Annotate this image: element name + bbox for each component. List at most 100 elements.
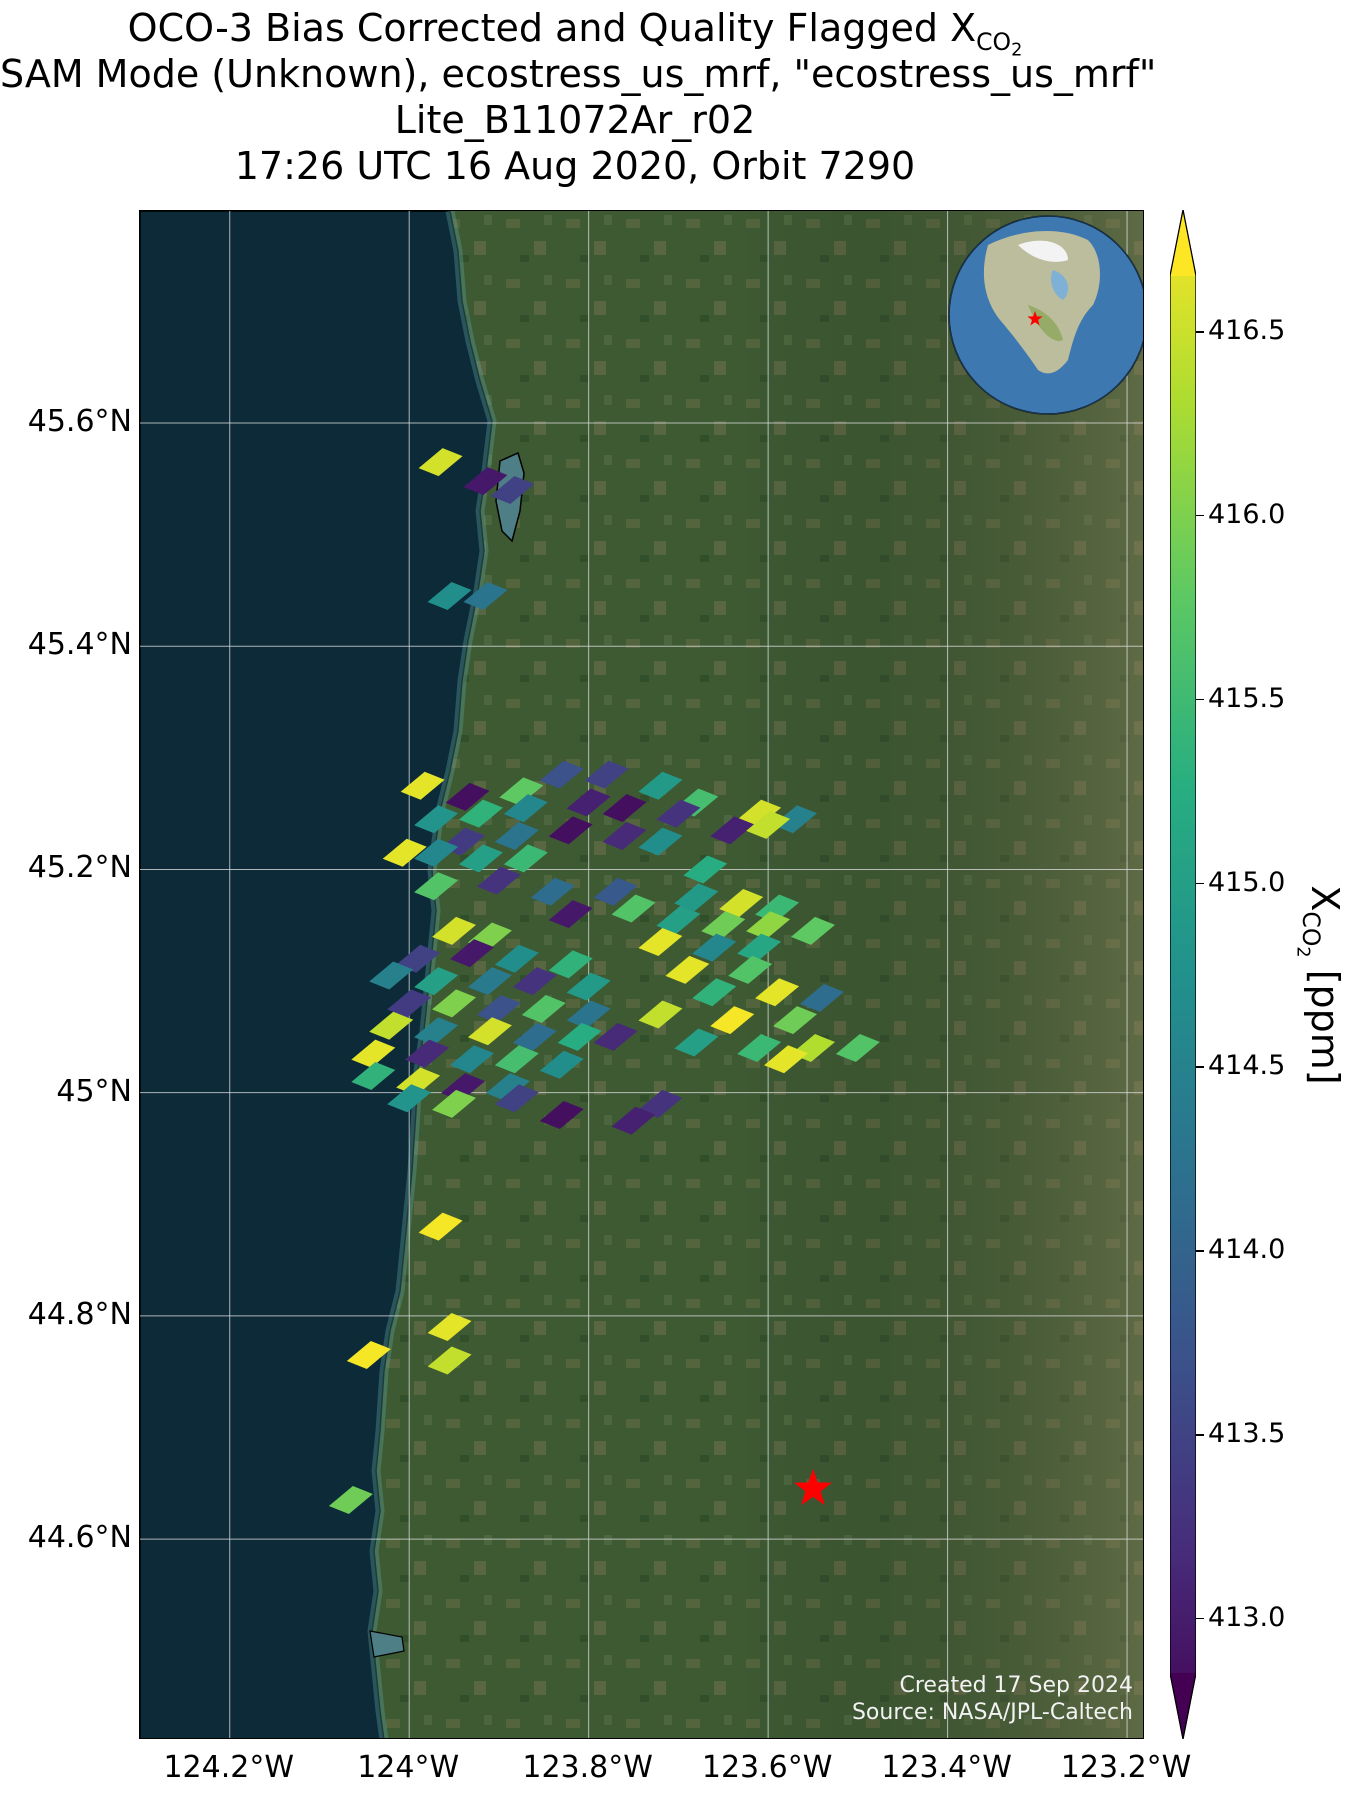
sounding-cell bbox=[790, 916, 835, 945]
sounding-cell bbox=[638, 771, 683, 800]
sounding-cell bbox=[450, 1045, 495, 1074]
colorbar-tick-mark bbox=[1196, 331, 1204, 333]
sounding-cell bbox=[602, 794, 647, 823]
colorbar-tick-label: 413.0 bbox=[1208, 1601, 1286, 1633]
sounding-cell bbox=[548, 950, 593, 979]
lon-tick-label: 123.2°W bbox=[1060, 1750, 1192, 1785]
lat-tick-label: 45°N bbox=[56, 1073, 132, 1109]
colorbar-tick-mark bbox=[1196, 1066, 1204, 1068]
sounding-cell bbox=[432, 989, 477, 1018]
sounding-cell bbox=[737, 799, 782, 828]
coastal-shelf bbox=[367, 211, 497, 1738]
sounding-cell bbox=[548, 816, 593, 845]
sounding-cell bbox=[382, 838, 427, 867]
sounding-cell bbox=[512, 967, 557, 996]
lon-tick-label: 123.8°W bbox=[522, 1750, 653, 1785]
colorbar-tick-mark bbox=[1196, 514, 1204, 517]
sounding-cell bbox=[674, 1028, 719, 1057]
globe-marker-shape bbox=[1027, 311, 1043, 326]
sounding-cell bbox=[638, 928, 683, 957]
target-star-icon[interactable] bbox=[794, 1468, 832, 1506]
sounding-cell bbox=[611, 894, 656, 923]
colorbar-tick-mark bbox=[1196, 1250, 1204, 1252]
sounding-cell bbox=[593, 1022, 638, 1051]
sounding-cell bbox=[566, 788, 611, 817]
sounding-cell bbox=[656, 905, 701, 934]
colorbar-tick-mark bbox=[1196, 1434, 1204, 1436]
sounding-cell bbox=[773, 805, 818, 834]
colorbar-tick-label: 416.5 bbox=[1208, 315, 1286, 347]
sounding-cell bbox=[396, 944, 441, 973]
credit-source: Source: NASA/JPL-Caltech bbox=[851, 1700, 1133, 1725]
sounding-cell bbox=[499, 777, 544, 806]
sounding-cell bbox=[799, 983, 844, 1012]
sounding-cell bbox=[566, 1000, 611, 1029]
sounding-cell bbox=[405, 1039, 450, 1068]
credit-text: Created 17 Sep 2024 Source: NASA/JPL-Cal… bbox=[852, 1672, 1133, 1726]
colorbar-tick-mark bbox=[1196, 1617, 1204, 1620]
colorbar-tick-label: 413.5 bbox=[1208, 1418, 1286, 1450]
colorbar-tick-mark bbox=[1196, 698, 1204, 701]
colorbar-gradient bbox=[1170, 210, 1196, 1739]
xco2-soundings bbox=[328, 448, 880, 1515]
sounding-cell bbox=[719, 888, 764, 917]
sounding-cell bbox=[463, 467, 508, 496]
sounding-cell bbox=[351, 1039, 396, 1068]
colorbar-tick-label: 416.0 bbox=[1208, 498, 1286, 530]
colorbar-extend-min bbox=[1170, 1673, 1196, 1739]
sounding-cell bbox=[427, 1346, 472, 1375]
colorbar-tick-label: 415.5 bbox=[1208, 682, 1286, 714]
estuary-south bbox=[369, 1630, 405, 1658]
map-title-line-4: 17:26 UTC 16 Aug 2020, Orbit 7290 bbox=[234, 144, 916, 188]
sounding-cell bbox=[656, 799, 701, 828]
sounding-cell bbox=[414, 805, 459, 834]
valley-shading bbox=[740, 211, 1143, 1738]
colorbar-label: XCO2 [ppm] bbox=[1292, 885, 1348, 1085]
sounding-cell bbox=[710, 816, 755, 845]
sounding-cell bbox=[584, 760, 629, 789]
sounding-cell bbox=[494, 944, 539, 973]
sounding-cell bbox=[737, 1034, 782, 1063]
sounding-cell bbox=[369, 1011, 414, 1040]
sounding-cell bbox=[683, 855, 728, 884]
lat-tick-label: 45.4°N bbox=[27, 627, 132, 663]
sounding-cell bbox=[539, 1101, 584, 1130]
colorbar-tick-label: 415.0 bbox=[1208, 866, 1286, 898]
sounding-cell bbox=[746, 810, 791, 839]
map-panel[interactable]: Created 17 Sep 2024 Source: NASA/JPL-Cal… bbox=[139, 210, 1144, 1739]
sounding-cell bbox=[463, 582, 508, 611]
sounding-cell bbox=[467, 967, 512, 996]
sounding-cell bbox=[467, 1017, 512, 1046]
sounding-cell bbox=[611, 1106, 656, 1135]
colorbar bbox=[1170, 210, 1196, 1739]
sounding-cell bbox=[692, 978, 737, 1007]
credit-created: Created 17 Sep 2024 bbox=[899, 1673, 1134, 1698]
sounding-cell bbox=[835, 1034, 880, 1063]
sounding-cell bbox=[638, 827, 683, 856]
sounding-cell bbox=[665, 955, 710, 984]
sounding-cell bbox=[351, 1061, 396, 1090]
sounding-cell bbox=[414, 872, 459, 901]
lon-tick-label: 124.2°W bbox=[163, 1750, 294, 1785]
sounding-cell bbox=[414, 838, 459, 867]
sounding-cell bbox=[414, 1017, 459, 1046]
sounding-cell bbox=[432, 916, 477, 945]
sounding-cell bbox=[494, 821, 539, 850]
sounding-cell bbox=[476, 866, 521, 895]
lat-tick-label: 45.6°N bbox=[27, 404, 132, 440]
map-title-line-3: Lite_B11072Ar_r02 bbox=[394, 98, 756, 142]
sounding-cell bbox=[494, 1045, 539, 1074]
sounding-cell bbox=[503, 794, 548, 823]
sounding-cell bbox=[674, 883, 719, 912]
sounding-cell bbox=[539, 760, 584, 789]
sounding-cell bbox=[387, 989, 432, 1018]
sounding-cell bbox=[414, 967, 459, 996]
sounding-cell bbox=[427, 1313, 472, 1342]
target-star-shape bbox=[794, 1468, 832, 1506]
colorbar-tick-label: 414.5 bbox=[1208, 1050, 1286, 1082]
sounding-cell bbox=[710, 1006, 755, 1035]
sounding-cell bbox=[755, 978, 800, 1007]
sounding-cell bbox=[346, 1340, 391, 1369]
sounding-cell bbox=[737, 933, 782, 962]
sounding-cell bbox=[450, 939, 495, 968]
